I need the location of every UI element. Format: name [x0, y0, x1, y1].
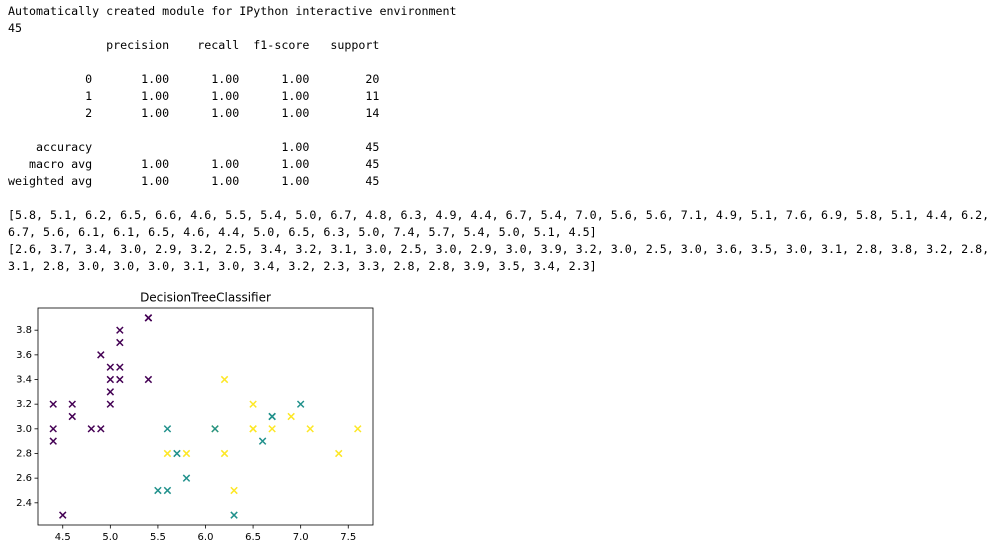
- point: [106, 400, 115, 408]
- report-row: macro avg 1.00 1.00 1.00 45: [8, 157, 380, 171]
- x-tick-label: 4.5: [55, 532, 71, 543]
- point: [144, 375, 153, 384]
- list-line: 6.7, 5.6, 6.1, 6.1, 6.5, 4.6, 4.4, 5.0, …: [8, 225, 597, 239]
- y-tick-label: 3.0: [16, 424, 32, 435]
- point: [144, 314, 153, 322]
- point: [163, 486, 172, 495]
- point: [49, 437, 57, 445]
- point: [306, 425, 314, 433]
- output-line: Automatically created module for IPython…: [8, 4, 457, 18]
- point: [97, 351, 105, 359]
- report-row: 2 1.00 1.00 1.00 14: [8, 106, 380, 120]
- point: [211, 425, 219, 433]
- point: [249, 425, 257, 433]
- list-line: [2.6, 3.7, 3.4, 3.0, 2.9, 3.2, 2.5, 3.4,…: [8, 242, 990, 256]
- report-row: 1 1.00 1.00 1.00 11: [8, 89, 380, 103]
- point: [354, 425, 362, 433]
- x-tick-label: 5.0: [102, 532, 118, 543]
- point: [68, 412, 76, 421]
- point: [106, 375, 115, 384]
- point: [49, 400, 57, 408]
- x-tick-label: 5.5: [150, 532, 166, 543]
- point: [154, 486, 162, 495]
- point: [116, 363, 124, 371]
- point: [68, 400, 76, 408]
- report-row: accuracy 1.00 45: [8, 140, 380, 154]
- x-tick-label: 6.0: [198, 532, 214, 543]
- x-tick-label: 6.5: [245, 532, 261, 543]
- point: [220, 375, 229, 384]
- y-tick-label: 2.8: [16, 448, 32, 459]
- text-output: Automatically created module for IPython…: [8, 3, 989, 275]
- point: [163, 425, 172, 433]
- point: [268, 412, 276, 421]
- point: [116, 375, 124, 384]
- point: [230, 486, 238, 495]
- point: [296, 400, 305, 408]
- point: [116, 326, 124, 334]
- output-line: 45: [8, 21, 23, 35]
- x-tick-label: 7.5: [340, 532, 356, 543]
- point: [182, 449, 191, 458]
- point: [268, 425, 276, 433]
- y-tick-label: 3.8: [16, 325, 32, 336]
- y-tick-label: 3.2: [16, 399, 32, 410]
- point: [106, 388, 115, 396]
- point: [173, 449, 181, 458]
- y-tick-label: 3.4: [16, 375, 32, 386]
- y-tick-label: 2.4: [16, 498, 32, 509]
- chart-title: DecisionTreeClassifier: [140, 291, 271, 305]
- report-row: weighted avg 1.00 1.00 1.00 45: [8, 174, 380, 188]
- point: [87, 425, 96, 433]
- point: [97, 425, 105, 433]
- y-tick-label: 2.6: [16, 473, 32, 484]
- point: [163, 449, 172, 458]
- point: [220, 449, 229, 458]
- point: [116, 338, 124, 347]
- point: [287, 412, 295, 421]
- point: [249, 400, 257, 408]
- chart: DecisionTreeClassifier 4.5 5.0 5.5 6.0 6.5 7.…: [16, 291, 374, 543]
- point: [106, 363, 115, 371]
- point: [49, 425, 57, 433]
- list-line: [5.8, 5.1, 6.2, 6.5, 6.6, 4.6, 5.5, 5.4,…: [8, 208, 990, 222]
- x-tick-label: 7.0: [293, 532, 309, 543]
- point: [59, 511, 67, 519]
- plot-frame: [37, 307, 374, 526]
- point: [230, 511, 238, 519]
- list-line: 3.1, 2.8, 3.0, 3.0, 3.0, 3.1, 3.0, 3.4, …: [8, 259, 597, 273]
- report-header: precision recall f1-score support: [8, 38, 380, 52]
- y-tick-label: 3.6: [16, 350, 32, 361]
- point: [335, 449, 343, 458]
- point: [182, 474, 191, 482]
- point: [258, 437, 267, 445]
- report-row: 0 1.00 1.00 1.00 20: [8, 72, 380, 86]
